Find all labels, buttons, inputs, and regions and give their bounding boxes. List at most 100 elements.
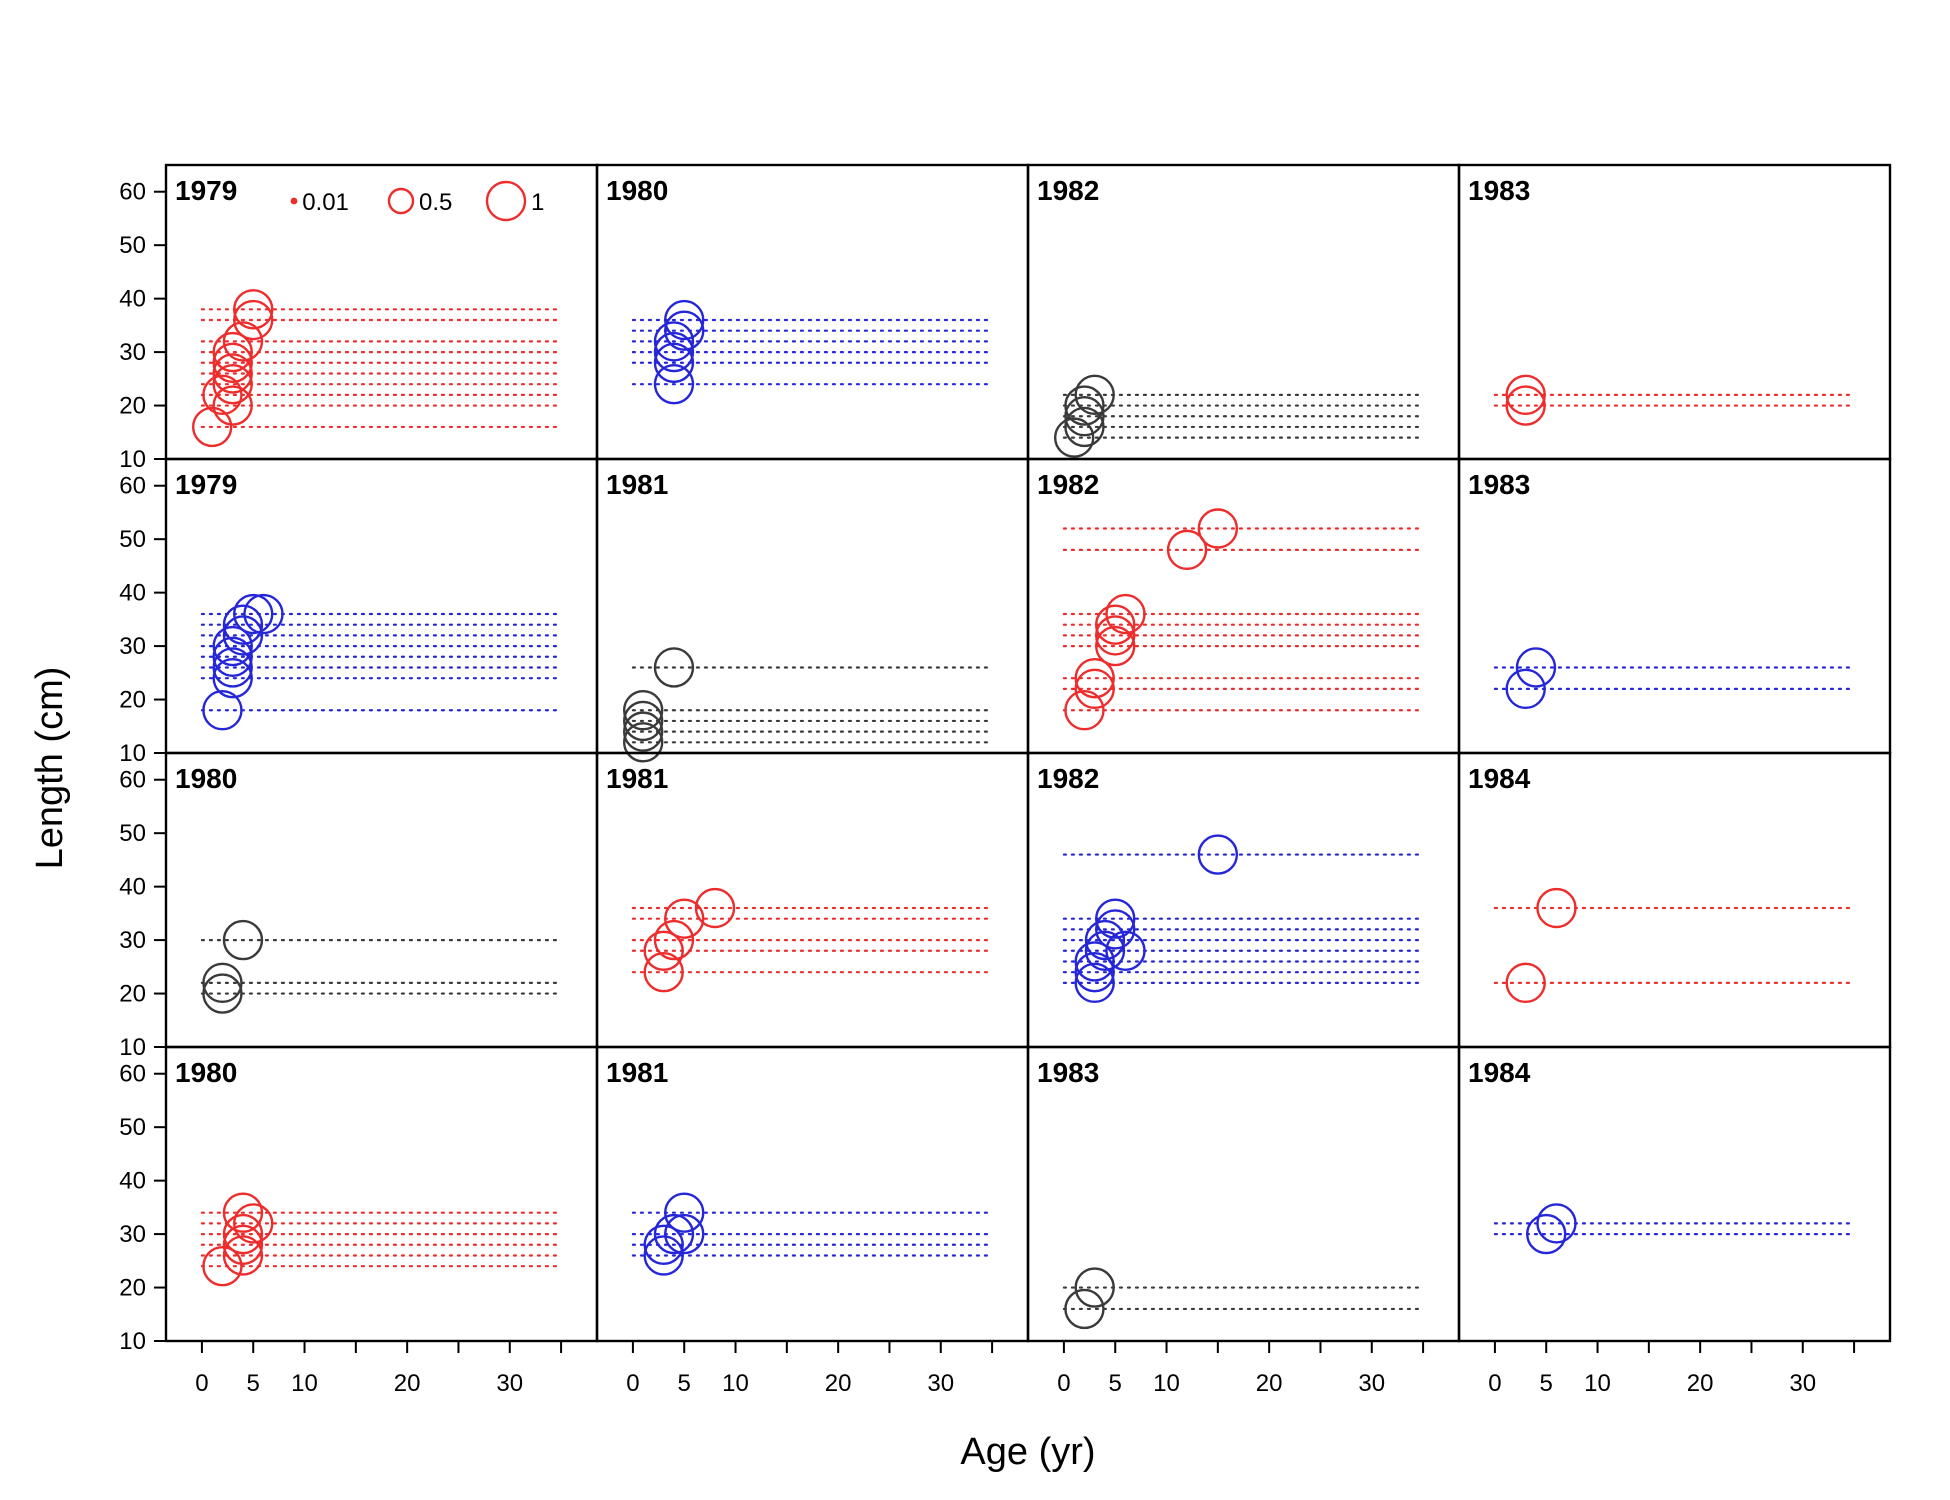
data-point [1095, 615, 1136, 656]
data-point [1515, 647, 1557, 688]
legend-symbol [290, 197, 298, 205]
data-point [212, 363, 253, 405]
y-tick-label: 10 [119, 740, 146, 767]
data-point [643, 1235, 684, 1276]
panel-border [1026, 1045, 1461, 1343]
y-axis-title: Length (cm) [29, 667, 71, 870]
panel: 1979 [175, 469, 563, 731]
x-tick-label: 10 [291, 1370, 318, 1397]
data-point [664, 299, 705, 341]
x-tick-label: 10 [722, 1370, 749, 1397]
panel-label: 1982 [1037, 175, 1099, 206]
data-point [1074, 657, 1115, 699]
data-point [222, 1192, 264, 1233]
panel-label: 1980 [175, 763, 237, 794]
legend-label: 1 [531, 189, 544, 216]
data-point [653, 1213, 695, 1255]
legend-symbol [485, 180, 527, 222]
data-point [233, 299, 274, 341]
y-tick-label: 40 [119, 580, 146, 607]
data-point [1536, 1203, 1577, 1244]
panel-border [595, 1045, 1030, 1343]
data-point [622, 690, 664, 731]
data-point [1505, 385, 1546, 426]
y-tick-label: 30 [119, 1221, 146, 1248]
panel-border [164, 457, 599, 755]
data-point [653, 342, 695, 383]
data-point [191, 406, 233, 448]
data-point [1074, 962, 1115, 1004]
y-tick-label: 20 [119, 687, 146, 714]
x-tick-label: 5 [247, 1370, 260, 1397]
panel: 1980 [175, 1057, 563, 1287]
data-point [202, 690, 243, 731]
data-point [222, 919, 264, 961]
data-point [1105, 930, 1146, 971]
y-tick-label: 30 [119, 927, 146, 954]
panel: 1982 [1037, 469, 1425, 731]
data-point [664, 898, 705, 939]
data-point [1095, 625, 1136, 667]
y-tick-label: 10 [119, 1328, 146, 1355]
panel-border [1457, 1045, 1892, 1343]
data-point [694, 887, 736, 929]
panel-label: 1983 [1468, 175, 1530, 206]
x-tick-label: 5 [1109, 1370, 1122, 1397]
panel-label: 1981 [606, 1057, 668, 1088]
panel-border [595, 751, 1030, 1049]
data-point [653, 363, 695, 405]
x-tick-label: 30 [1358, 1370, 1385, 1397]
axes-layer: 1020304050601020304050601020304050601020… [119, 163, 1892, 1397]
y-tick-label: 40 [119, 1168, 146, 1195]
data-point [1064, 690, 1105, 731]
data-point [1197, 508, 1239, 549]
data-point [1074, 668, 1115, 710]
panel-label: 1984 [1468, 763, 1531, 794]
panel-border [164, 751, 599, 1049]
x-tick-label: 0 [1488, 1370, 1501, 1397]
panel-label: 1980 [175, 1057, 237, 1088]
y-tick-label: 10 [119, 1034, 146, 1061]
data-point [222, 1224, 264, 1265]
x-tick-label: 20 [1687, 1370, 1714, 1397]
panel: 1981 [606, 763, 994, 993]
data-point [212, 657, 253, 699]
y-tick-label: 20 [119, 393, 146, 420]
panel-label: 1980 [606, 175, 668, 206]
data-point [664, 1192, 705, 1233]
legend-symbol [387, 187, 415, 215]
x-tick-label: 20 [825, 1370, 852, 1397]
data-point [622, 722, 664, 763]
data-point [212, 625, 253, 667]
panel: 1983 [1037, 1057, 1425, 1330]
y-tick-label: 30 [119, 339, 146, 366]
data-point [233, 289, 274, 330]
panel: 1981 [606, 469, 994, 763]
data-point [202, 374, 243, 416]
x-tick-label: 5 [678, 1370, 691, 1397]
data-point [1074, 951, 1115, 993]
data-point [1536, 887, 1577, 929]
data-point [222, 321, 264, 362]
panel: 1979 [175, 175, 563, 448]
data-point [212, 353, 253, 394]
data-point [622, 700, 664, 742]
panel: 1980 [606, 175, 994, 405]
x-tick-label: 10 [1153, 1370, 1180, 1397]
data-point [1064, 406, 1105, 448]
panel: 1983 [1468, 469, 1856, 710]
data-point [1505, 374, 1546, 416]
x-tick-label: 5 [1540, 1370, 1553, 1397]
panel-label: 1981 [606, 469, 668, 500]
y-tick-label: 60 [119, 767, 146, 794]
panel: 1983 [1468, 175, 1856, 426]
data-point [212, 342, 253, 383]
legend: 0.01 0.5 1 [290, 180, 544, 222]
panel: 1981 [606, 1057, 994, 1276]
y-tick-label: 30 [119, 633, 146, 660]
panel-border [164, 1045, 599, 1343]
data-point [1505, 668, 1546, 710]
data-point [212, 385, 253, 426]
data-point [1074, 374, 1115, 416]
